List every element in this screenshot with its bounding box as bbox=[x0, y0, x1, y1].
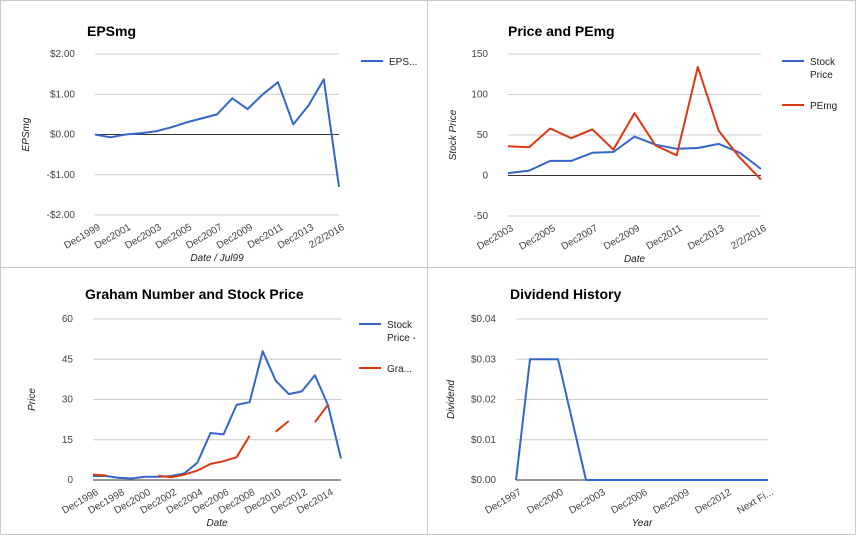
eps-series-0-line bbox=[94, 78, 340, 187]
pe-xlabel: Date bbox=[624, 254, 646, 265]
eps-ytick-label: $2.00 bbox=[50, 49, 75, 60]
pe-ytick-label: 50 bbox=[477, 130, 489, 141]
pe-xtick-label: Dec2007 bbox=[560, 223, 601, 253]
pe-ytick-label: 100 bbox=[471, 90, 488, 101]
graham-ytick-label: 45 bbox=[62, 354, 74, 365]
pe-legend-label: Stock bbox=[810, 57, 836, 68]
graham-ytick-label: 15 bbox=[62, 435, 74, 446]
graham-series-1-line bbox=[314, 404, 329, 423]
graham-legend-label: Price - bbox=[387, 333, 416, 344]
eps-ytick-label: $1.00 bbox=[50, 89, 75, 100]
eps-xlabel: Date / Jul99 bbox=[190, 253, 244, 264]
eps-title: EPSmg bbox=[87, 23, 136, 39]
eps-ytick-label: -$1.00 bbox=[47, 170, 76, 181]
dividend-ytick-label: $0.04 bbox=[471, 314, 496, 325]
eps-ytick-label: -$2.00 bbox=[47, 210, 76, 221]
graham-legend-label: Gra... bbox=[387, 364, 412, 375]
graham-chart: Graham Number and Stock Price604530150De… bbox=[27, 286, 416, 529]
pe-xtick-label: 2/2/2016 bbox=[729, 223, 769, 252]
pe-legend-label: PEmg bbox=[810, 101, 837, 112]
dividend-xtick-label: Dec2003 bbox=[567, 487, 608, 517]
graham-legend-label: Stock bbox=[387, 320, 413, 331]
dividend-ytick-label: $0.01 bbox=[471, 435, 496, 446]
dividend-ytick-label: $0.03 bbox=[471, 354, 496, 365]
pe-xtick-label: Dec2009 bbox=[602, 223, 643, 253]
pe-xtick-label: Dec2005 bbox=[517, 223, 558, 253]
graham-xlabel: Date bbox=[206, 518, 228, 529]
dividend-ylabel: Dividend bbox=[446, 380, 457, 419]
graham-series-1-line bbox=[275, 420, 290, 433]
dividend-chart-panel: Dividend History $0.04 $0.03 $0.02 $0.01 $0.0… bbox=[427, 267, 856, 535]
pe-title: Price and PEmg bbox=[508, 23, 615, 39]
eps-chart-panel: EPSmg $2.00 $1.00 $0.00 -$1.00 -$2.00 Dec1999 D… bbox=[0, 0, 428, 268]
dividend-chart: Dividend History $0.04 $0.03 $0.02 $0.01 $0.0… bbox=[446, 286, 776, 529]
dividend-xtick-label: Dec2000 bbox=[525, 487, 566, 517]
pe-ylabel: Stock Price bbox=[448, 109, 459, 160]
graham-ytick-label: 30 bbox=[62, 395, 74, 406]
dividend-ytick-label: $0.02 bbox=[471, 395, 496, 406]
pe-series-1-line bbox=[507, 66, 762, 181]
eps-ylabel: EPSmg bbox=[21, 117, 32, 151]
pe-series-0-line bbox=[507, 135, 762, 175]
graham-ytick-label: 60 bbox=[62, 314, 74, 325]
pe-xtick-label: Dec2011 bbox=[645, 223, 685, 252]
eps-xtick-label: 2/2/2016 bbox=[307, 222, 347, 251]
pe-xtick-label: Dec2003 bbox=[475, 223, 516, 253]
dividend-xtick-label: Dec2006 bbox=[609, 487, 650, 517]
dividend-xlabel: Year bbox=[632, 518, 653, 529]
dividend-ytick-label: $0.00 bbox=[471, 475, 496, 486]
pe-xtick-label: Dec2013 bbox=[686, 223, 727, 253]
graham-series-1-line bbox=[158, 435, 251, 479]
graham-ytick-label: 0 bbox=[67, 475, 73, 486]
dividend-title: Dividend History bbox=[510, 286, 621, 302]
price-pe-chart-panel: Price and PEmg 150 100 50 0 -50 Dec2003 Dec2005… bbox=[427, 0, 856, 268]
dividend-series-0-line bbox=[515, 358, 768, 481]
eps-legend-label: EPS... bbox=[389, 57, 417, 68]
eps-ytick-label: $0.00 bbox=[50, 130, 75, 141]
dividend-xtick-label: Dec2009 bbox=[651, 487, 692, 517]
graham-title: Graham Number and Stock Price bbox=[85, 286, 304, 302]
eps-chart: EPSmg$2.00$1.00$0.00-$1.00-$2.00Dec1999D… bbox=[21, 23, 417, 264]
pe-ytick-label: 150 bbox=[471, 49, 488, 60]
graham-ylabel: Price bbox=[27, 388, 38, 411]
graham-series-0-line bbox=[93, 350, 342, 480]
dividend-xtick-label: Dec1997 bbox=[483, 487, 524, 517]
dividend-xtick-label: Next Fi... bbox=[735, 487, 775, 517]
pe-ytick-label: 0 bbox=[482, 171, 488, 182]
dividend-xtick-label: Dec2012 bbox=[693, 487, 734, 517]
pe-ytick-label: -50 bbox=[474, 211, 489, 222]
graham-chart-panel: Graham Number and Stock Price 60 45 30 15 0 De… bbox=[0, 267, 428, 535]
graham-series-1-line bbox=[92, 473, 107, 477]
pe-legend-label: Price bbox=[810, 70, 833, 81]
